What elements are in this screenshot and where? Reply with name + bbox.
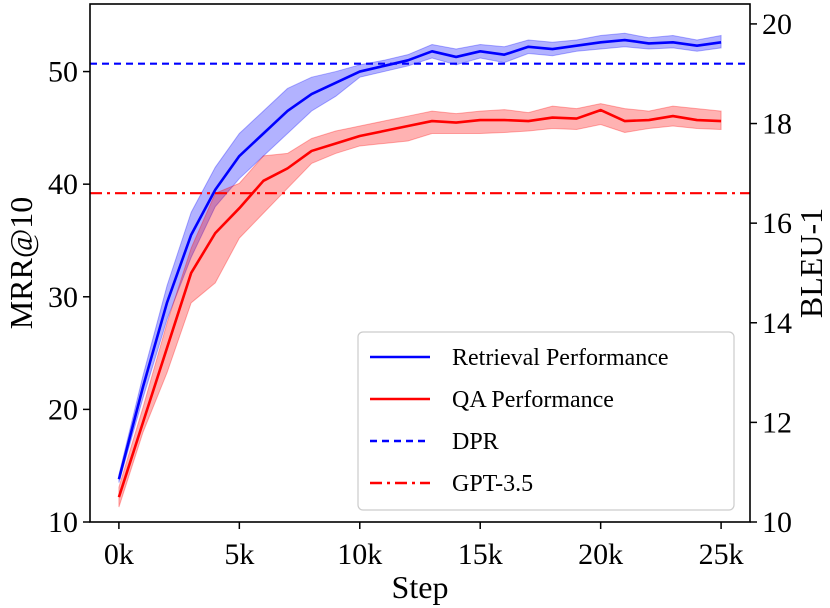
right-tick-label: 20 xyxy=(762,8,792,41)
x-axis-ticks: 0k 5k 10k 15k 20k 25k xyxy=(104,522,744,571)
right-tick-label: 12 xyxy=(762,406,792,439)
x-tick-label: 5k xyxy=(224,538,254,571)
series-line-0 xyxy=(117,38,722,480)
x-tick-label: 20k xyxy=(578,538,623,571)
legend-label: Retrieval Performance xyxy=(452,345,669,371)
plot-frame xyxy=(89,3,751,523)
legend-label: GPT-3.5 xyxy=(452,471,533,497)
legend: Retrieval Performance QA Performance DPR GP… xyxy=(357,331,735,511)
x-tick-label: 10k xyxy=(337,538,382,571)
left-tick-label: 30 xyxy=(48,281,78,314)
series-lines xyxy=(117,38,722,498)
band-0 xyxy=(118,32,722,483)
right-tick-label: 10 xyxy=(762,506,792,539)
x-tick-label: 25k xyxy=(699,538,744,571)
series-line-1 xyxy=(117,108,722,498)
left-tick-label: 10 xyxy=(48,506,78,539)
legend-label: QA Performance xyxy=(452,387,614,413)
band-1 xyxy=(118,103,722,508)
left-tick-label: 50 xyxy=(48,56,78,89)
right-tick-label: 18 xyxy=(762,108,792,141)
x-tick-label: 15k xyxy=(458,538,503,571)
left-axis-ticks: 10 20 30 40 50 xyxy=(48,56,90,539)
right-tick-label: 14 xyxy=(762,307,792,340)
left-axis-label: MRR@10 xyxy=(3,197,39,330)
x-axis-label: Step xyxy=(392,569,449,605)
right-axis-ticks: 10 12 14 16 18 20 xyxy=(750,8,792,539)
reference-lines xyxy=(90,62,750,195)
legend-label: DPR xyxy=(452,429,499,455)
confidence-bands xyxy=(118,32,722,508)
legend-box xyxy=(357,331,735,511)
x-tick-label: 0k xyxy=(104,538,134,571)
left-tick-label: 20 xyxy=(48,393,78,426)
right-axis-label: BLEU-1 xyxy=(793,208,829,318)
right-tick-label: 16 xyxy=(762,207,792,240)
left-tick-label: 40 xyxy=(48,168,78,201)
